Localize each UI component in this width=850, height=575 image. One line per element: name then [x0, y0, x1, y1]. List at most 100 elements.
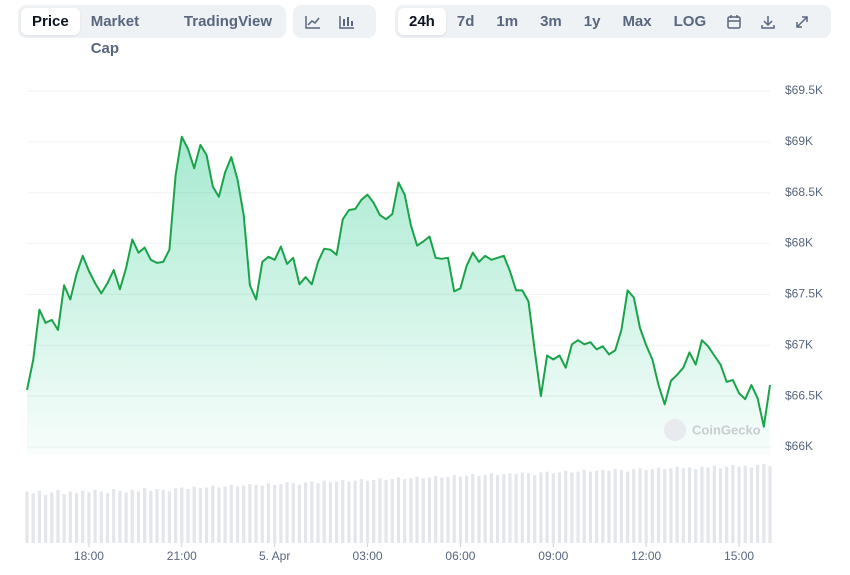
range-24h[interactable]: 24h	[398, 8, 446, 35]
volume-bar	[149, 490, 153, 543]
market-cap-tab[interactable]: Market Cap	[90, 13, 140, 57]
volume-bar	[56, 489, 60, 543]
volume-bar	[415, 476, 419, 543]
y-tick-label: $66.5K	[785, 388, 823, 402]
range-1y[interactable]: 1y	[583, 13, 601, 30]
volume-bar	[508, 473, 512, 543]
volume-bar	[403, 479, 407, 543]
volume-bar	[180, 487, 184, 543]
volume-bar	[533, 474, 537, 543]
x-tick-label: 09:00	[538, 549, 568, 563]
y-tick-label: $69K	[785, 134, 813, 148]
log-toggle[interactable]: LOG	[673, 13, 707, 30]
range-max[interactable]: Max	[622, 13, 652, 30]
volume-bar	[155, 489, 159, 543]
price-tab[interactable]: Price	[21, 8, 80, 35]
volume-bar	[471, 474, 475, 543]
volume-bar	[334, 481, 339, 543]
volume-bar	[223, 486, 227, 543]
x-tick-label: 06:00	[445, 549, 475, 563]
volume-bar	[365, 480, 370, 543]
volume-bar	[167, 491, 172, 543]
volume-bar	[687, 467, 692, 543]
volume-bar	[353, 480, 357, 543]
price-line	[26, 135, 771, 428]
volume-bar	[384, 479, 388, 543]
volume-bar	[644, 469, 648, 543]
volume-bar	[601, 469, 605, 543]
line-glyph	[305, 15, 320, 29]
candle-icon[interactable]	[330, 8, 364, 35]
volume-bar	[718, 468, 723, 543]
volume-bar	[520, 472, 524, 543]
calendar-icon[interactable]	[717, 8, 751, 35]
volume-bar	[638, 468, 642, 543]
volume-bar	[650, 469, 654, 543]
volume-bar	[675, 466, 679, 543]
volume-bar	[62, 494, 66, 543]
volume-bar	[105, 493, 110, 543]
x-tick-label: 15:00	[724, 549, 754, 563]
volume-bar	[539, 472, 543, 543]
volume-bar	[25, 491, 29, 543]
volume-bar	[99, 491, 103, 543]
volume-bar	[446, 476, 450, 543]
volume-bar	[526, 473, 531, 543]
volume-bar	[254, 484, 258, 543]
volume-bar	[260, 485, 264, 543]
download-glyph	[761, 15, 775, 29]
volume-bar	[316, 483, 320, 543]
range-3m[interactable]: 3m	[540, 13, 562, 30]
volume-bar	[564, 470, 568, 543]
volume-bar	[297, 484, 302, 543]
volume-bar	[174, 488, 178, 543]
x-tick-label: 21:00	[167, 549, 197, 563]
volume-bar	[576, 471, 580, 543]
volume-bar	[74, 493, 79, 543]
volume-bar	[545, 471, 549, 543]
download-icon[interactable]	[751, 8, 785, 35]
volume-bar	[291, 483, 295, 543]
volume-bar	[434, 475, 438, 543]
volume-bar	[595, 470, 599, 543]
volume-bar	[458, 476, 463, 543]
volume-bar	[328, 482, 332, 543]
volume-bar	[669, 468, 673, 543]
calendar-glyph	[727, 14, 741, 29]
volume-bar	[322, 480, 326, 543]
tradingview-tab[interactable]: TradingView	[183, 13, 272, 30]
volume-bar	[712, 465, 716, 543]
range-7d[interactable]: 7d	[456, 13, 475, 30]
volume-bar	[112, 489, 116, 543]
volume-bar	[452, 474, 456, 543]
volume-bar	[31, 493, 35, 543]
volume-bar	[378, 478, 382, 543]
volume-bar	[192, 486, 196, 543]
volume-bar	[409, 478, 413, 543]
volume-bar	[279, 484, 283, 543]
area-fill	[27, 136, 770, 456]
fullscreen-icon[interactable]	[785, 8, 819, 35]
watermark-logo	[664, 419, 686, 441]
line-icon[interactable]	[296, 8, 330, 35]
volume-bar	[229, 484, 233, 543]
volume-bar	[198, 488, 202, 543]
volume-bar	[756, 464, 760, 543]
volume-bar	[706, 467, 710, 543]
volume-bar	[211, 485, 215, 543]
volume-bar	[700, 466, 704, 543]
volume-bar	[421, 478, 425, 543]
volume-bar	[204, 487, 209, 543]
volume-bar	[465, 475, 469, 543]
volume-bar	[477, 475, 481, 543]
volume-bar	[341, 479, 345, 543]
volume-bar	[68, 491, 72, 543]
volume-bar	[743, 465, 747, 543]
y-tick-label: $68.5K	[785, 185, 823, 199]
volume-bar	[81, 490, 85, 543]
volume-bar	[93, 489, 97, 543]
volume-bar	[124, 492, 128, 543]
range-1m[interactable]: 1m	[496, 13, 519, 30]
